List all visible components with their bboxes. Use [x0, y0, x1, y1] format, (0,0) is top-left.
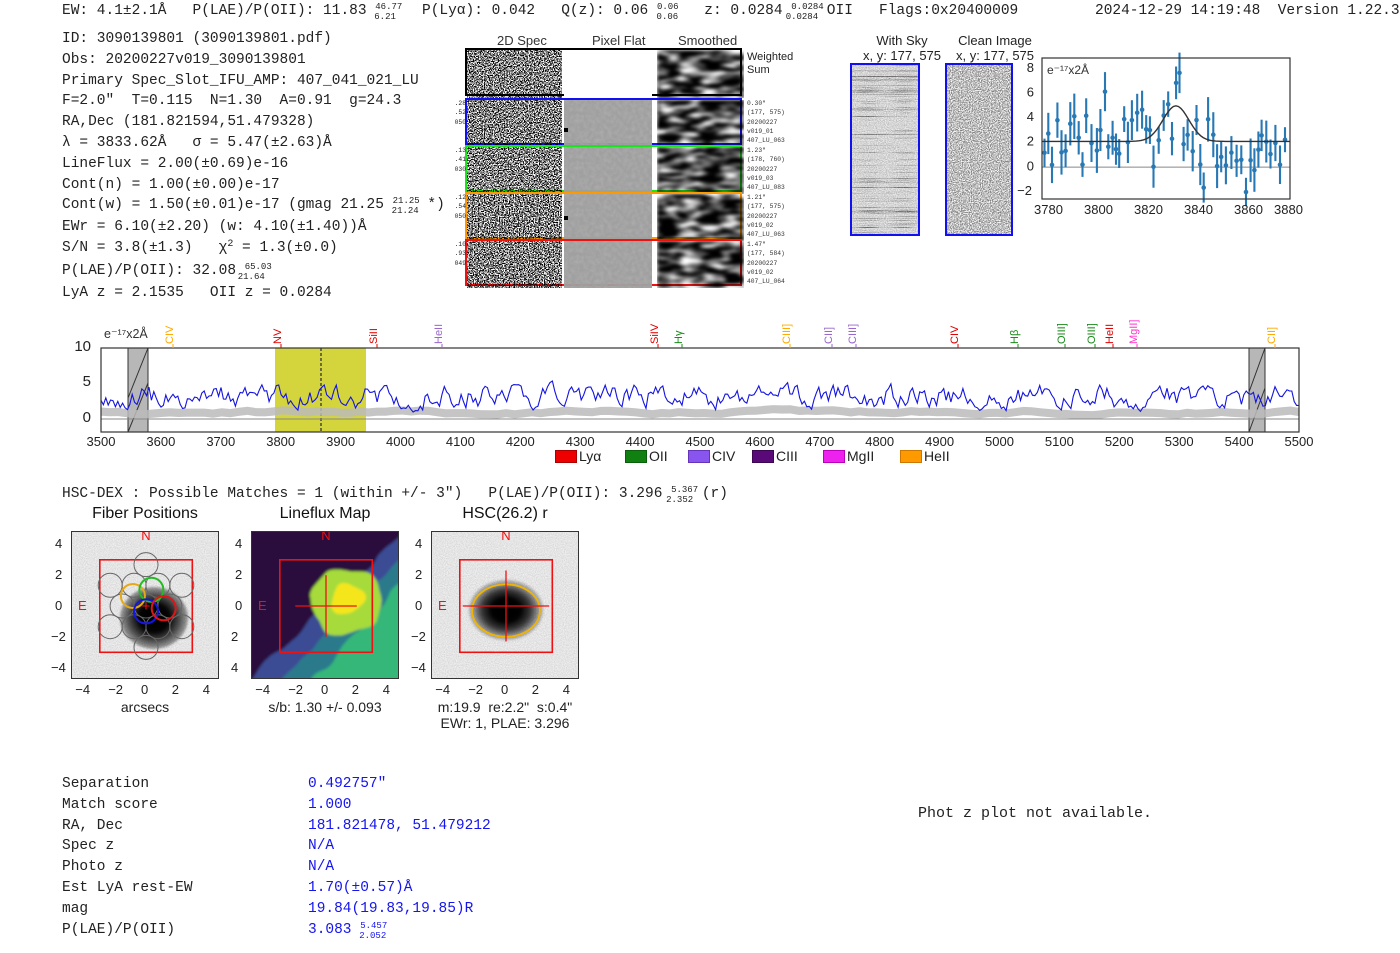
svg-text:CIII]: CIII]	[847, 324, 859, 344]
svg-text:N: N	[501, 531, 510, 543]
svg-text:OIII]: OIII]	[1056, 323, 1068, 344]
svg-text:MgII]: MgII]	[1128, 320, 1140, 344]
svg-text:−2: −2	[1017, 183, 1032, 198]
svg-text:10: 10	[74, 338, 91, 355]
svg-text:SiII: SiII	[368, 328, 380, 344]
svg-text:E: E	[438, 598, 447, 613]
svg-text:CII]: CII]	[1266, 327, 1278, 344]
svg-text:HeII: HeII	[433, 324, 445, 344]
svg-text:HeII: HeII	[1104, 324, 1116, 344]
svg-text:6: 6	[1027, 85, 1034, 100]
svg-text:SiIV: SiIV	[649, 323, 661, 344]
svg-text:0: 0	[83, 409, 91, 426]
svg-text:e⁻¹⁷x2Å: e⁻¹⁷x2Å	[104, 326, 148, 341]
svg-text:Hγ: Hγ	[673, 330, 685, 344]
svg-text:CIII]: CIII]	[781, 324, 793, 344]
svg-text:OIII]: OIII]	[1086, 323, 1098, 344]
svg-text:E: E	[78, 598, 87, 613]
svg-text:e⁻¹⁷x2Å: e⁻¹⁷x2Å	[1047, 62, 1089, 77]
svg-text:8: 8	[1027, 60, 1034, 75]
svg-text:CIV: CIV	[949, 325, 961, 344]
svg-text:5: 5	[83, 373, 91, 390]
svg-text:+: +	[142, 598, 151, 615]
svg-text:N: N	[141, 531, 150, 543]
svg-text:2: 2	[1027, 134, 1034, 149]
svg-text:Hβ: Hβ	[1009, 330, 1021, 344]
svg-text:N: N	[321, 531, 330, 543]
svg-text:4: 4	[1027, 109, 1034, 124]
svg-text:0: 0	[1027, 159, 1034, 174]
svg-text:CII]: CII]	[823, 327, 835, 344]
svg-text:E: E	[258, 598, 267, 613]
svg-text:NV: NV	[272, 328, 284, 344]
svg-text:CIV: CIV	[164, 325, 176, 344]
